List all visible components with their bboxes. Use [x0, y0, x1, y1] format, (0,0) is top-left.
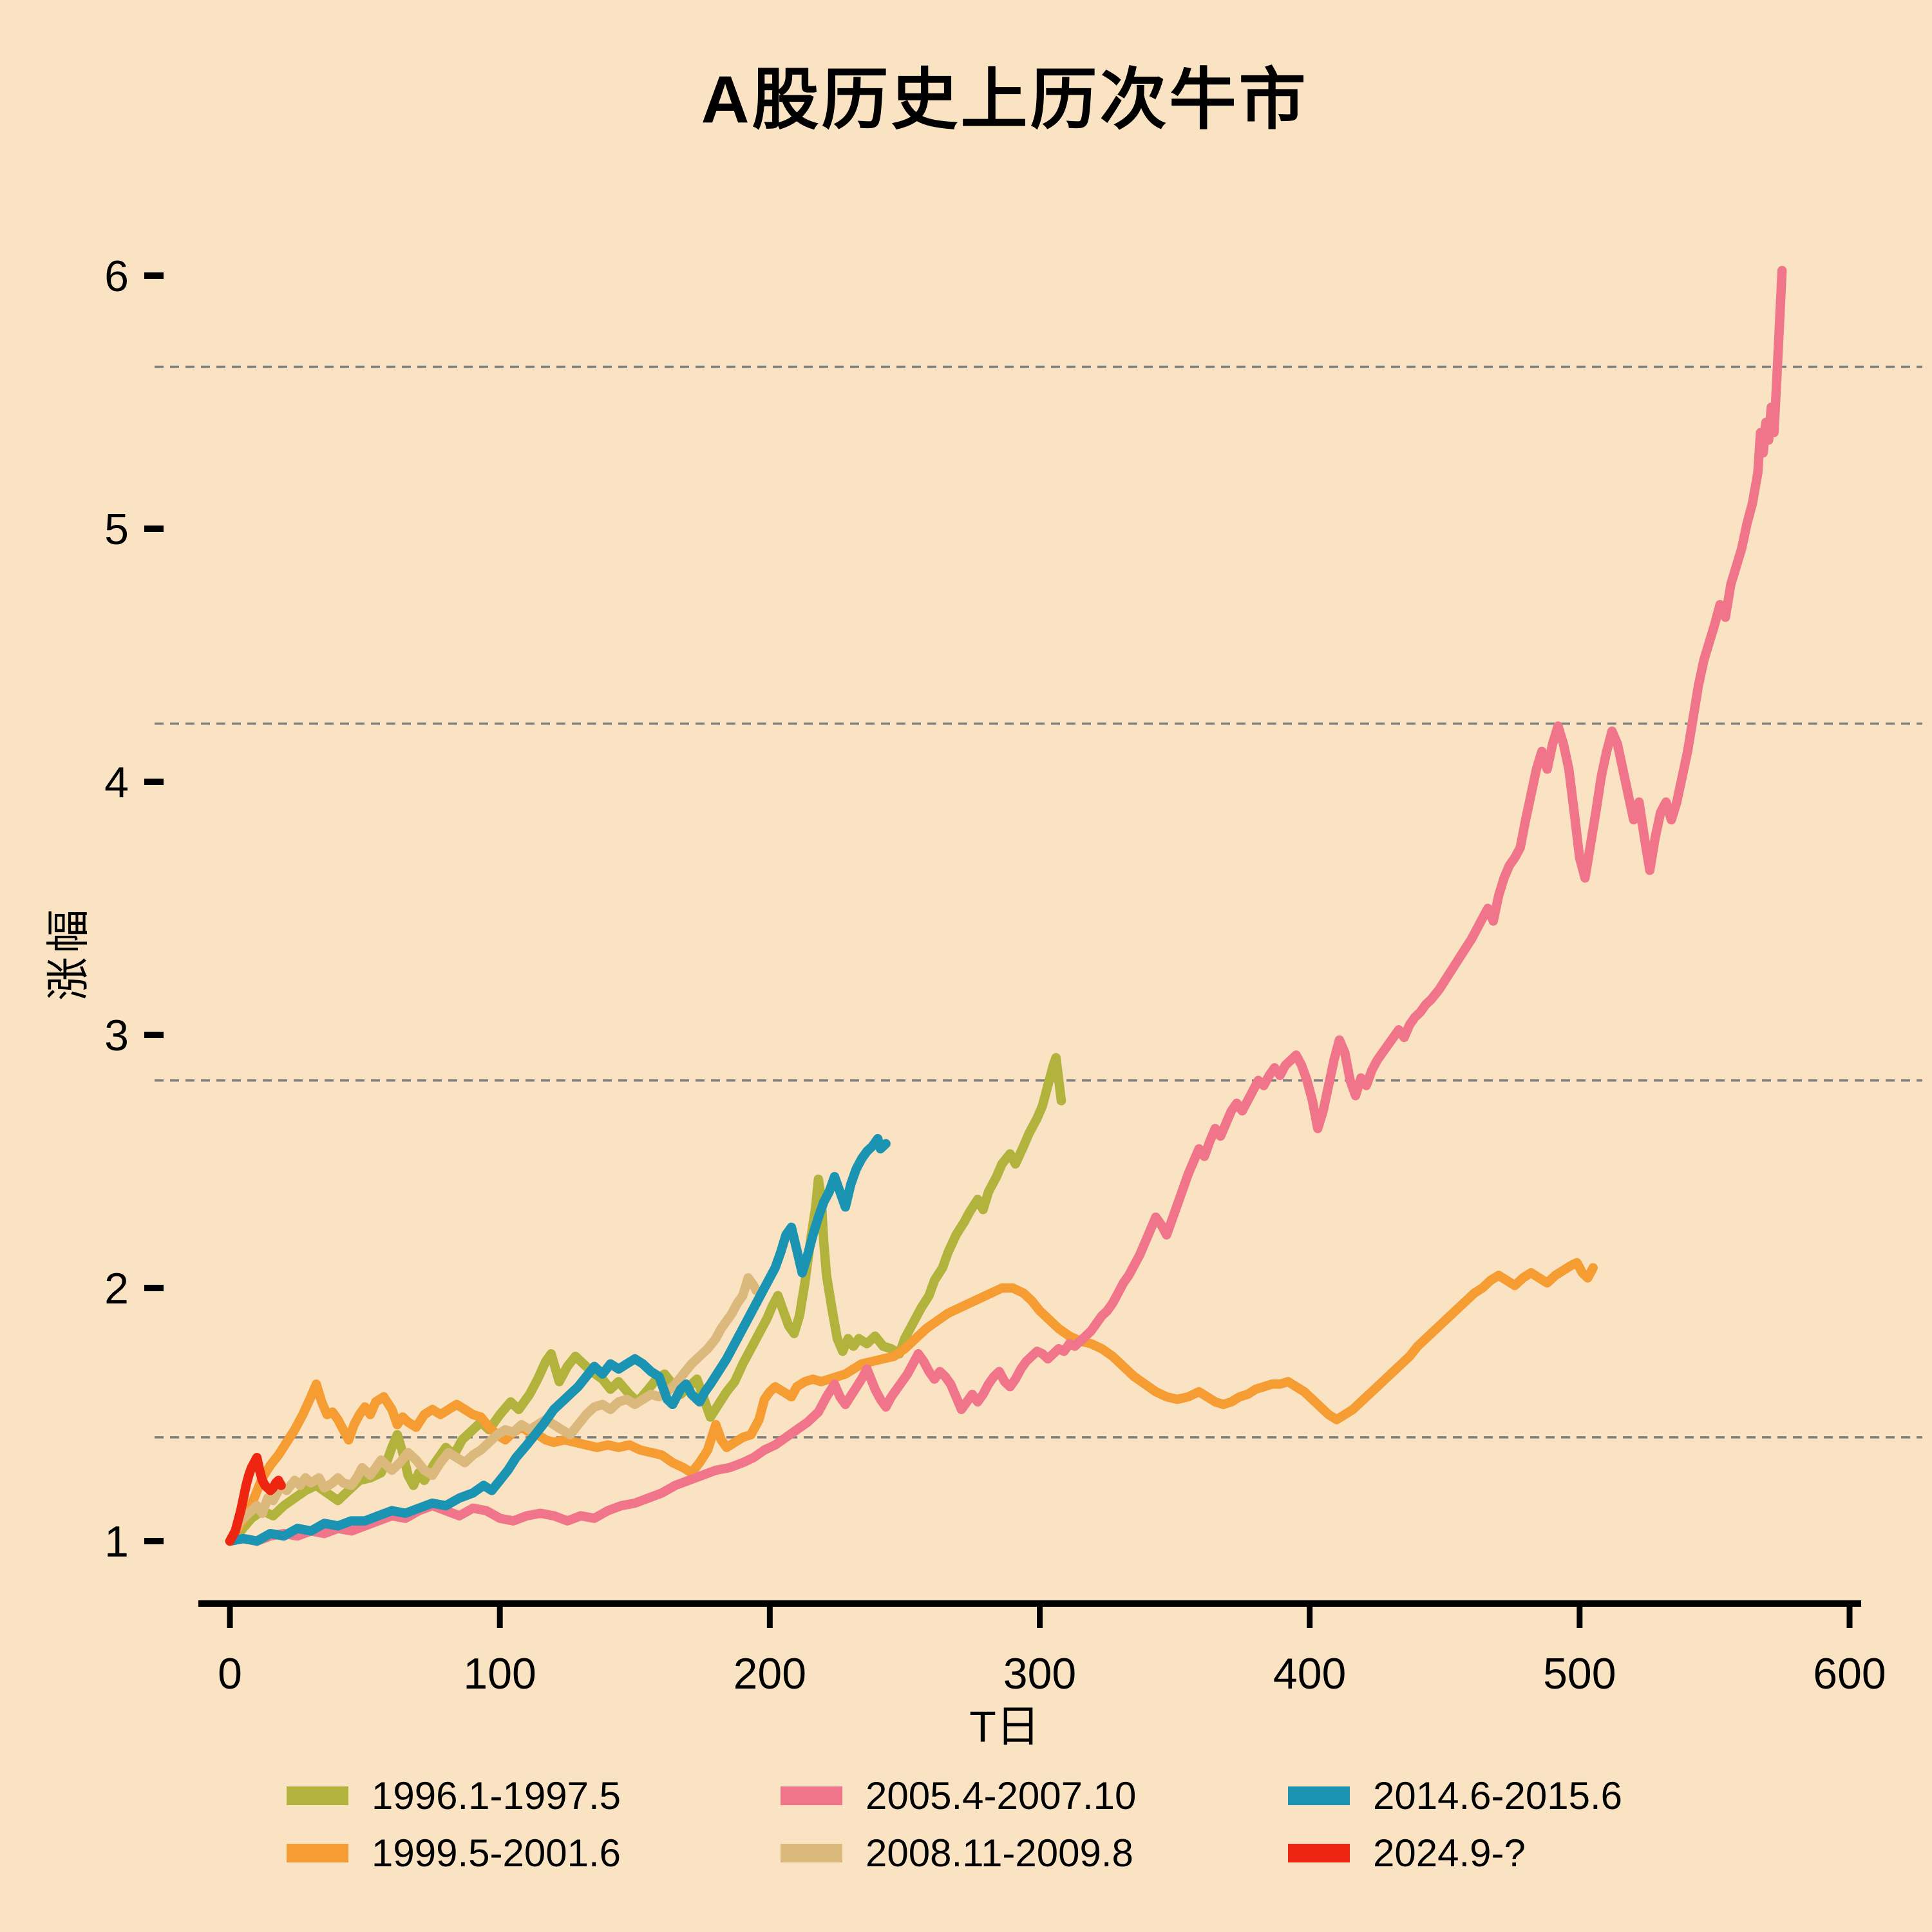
y-tick-label: 1 — [104, 1517, 129, 1566]
legend-item: 2014.6-2015.6 — [1288, 1774, 1623, 1817]
legend-swatch — [781, 1843, 842, 1862]
x-tick-label: 300 — [1003, 1649, 1076, 1698]
chart-title: A股历史上历次牛市 — [701, 62, 1309, 138]
x-tick-label: 100 — [463, 1649, 536, 1698]
legend-item: 2024.9-? — [1288, 1831, 1526, 1875]
legend-label: 2008.11-2009.8 — [866, 1831, 1133, 1875]
series-line-2024.9-? — [225, 1453, 286, 1546]
legend-swatch — [1288, 1786, 1350, 1805]
series-line-2014.6-2015.6 — [225, 1133, 891, 1546]
y-tick-label: 6 — [104, 252, 129, 301]
legend-label: 1996.1-1997.5 — [372, 1774, 621, 1817]
x-axis-title: T日 — [969, 1702, 1040, 1752]
legend-label: 1999.5-2001.6 — [372, 1831, 621, 1875]
series-line-2005.4-2007.10 — [225, 265, 1787, 1546]
legend-swatch — [287, 1843, 348, 1862]
y-tick-label: 2 — [104, 1264, 129, 1313]
y-axis-title: 涨幅 — [44, 905, 93, 1001]
x-tick-label: 500 — [1543, 1649, 1616, 1698]
legend-swatch — [287, 1786, 348, 1805]
legend-item: 1999.5-2001.6 — [287, 1831, 621, 1875]
legend-label: 2005.4-2007.10 — [866, 1774, 1137, 1817]
legend-label: 2014.6-2015.6 — [1373, 1774, 1623, 1817]
y-tick-label: 5 — [104, 505, 129, 554]
legend-swatch — [781, 1786, 842, 1805]
legend-item: 2005.4-2007.10 — [781, 1774, 1137, 1817]
x-tick-label: 0 — [218, 1649, 242, 1698]
x-tick-label: 600 — [1813, 1649, 1886, 1698]
legend-item: 2008.11-2009.8 — [781, 1831, 1133, 1875]
x-tick-label: 200 — [734, 1649, 806, 1698]
series-line-1999.5-2001.6 — [225, 1258, 1598, 1546]
legend-swatch — [1288, 1843, 1350, 1862]
legend-item: 1996.1-1997.5 — [287, 1774, 621, 1817]
y-tick-label: 3 — [104, 1011, 129, 1060]
y-tick-label: 4 — [104, 758, 129, 807]
series-line-2008.11-2009.8 — [225, 1273, 761, 1546]
x-tick-label: 400 — [1273, 1649, 1346, 1698]
series-line-1996.1-1997.5 — [225, 1053, 1066, 1546]
legend-label: 2024.9-? — [1373, 1831, 1526, 1875]
